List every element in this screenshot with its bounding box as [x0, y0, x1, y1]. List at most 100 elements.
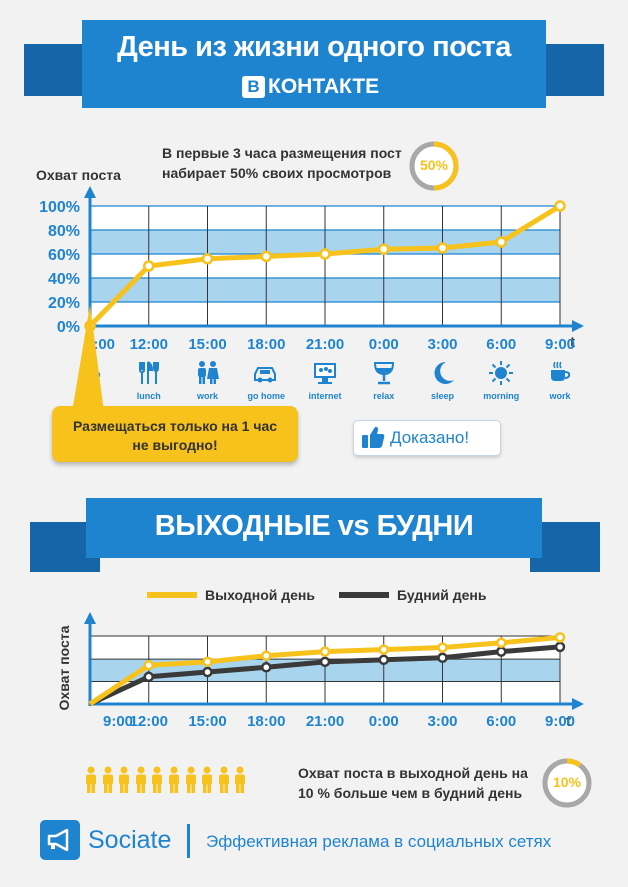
chart1-x-tick: 21:00 — [306, 336, 344, 353]
chart1-x-tick: 3:00 — [427, 336, 457, 353]
bottom-badge-ring — [542, 758, 592, 808]
intro-text-line2: набирает 50% своих просмотров — [162, 165, 392, 181]
callout-pointer — [72, 305, 104, 412]
chart2-x-tick: 3:00 — [427, 713, 457, 730]
chart1-ylabel: Охват поста — [36, 167, 121, 183]
chart1-point — [378, 243, 390, 255]
chart2-x-tick: 0:00 — [369, 713, 399, 730]
chart1-y-tick: 40% — [48, 271, 80, 288]
chart2-weekend-point — [319, 646, 331, 657]
person-icon — [150, 766, 164, 799]
megaphone-icon — [47, 829, 69, 851]
activity-label: work — [549, 391, 571, 401]
vk-logo-icon: В — [242, 76, 265, 98]
vk-logo-letter: В — [247, 77, 260, 96]
chart2-weekday-point — [378, 654, 389, 666]
vk-wordmark: КОНТАКТЕ — [268, 75, 380, 98]
chart2-weekend-point — [378, 644, 389, 655]
chart1-x-arrow — [572, 320, 584, 332]
chart2-weekday-point — [554, 641, 566, 653]
person-icon — [233, 766, 247, 799]
chart2-x-symbol: t — [566, 713, 571, 730]
section2-ribbon — [86, 498, 542, 558]
chart2-weekday-point — [496, 646, 507, 657]
chart2-ylabel: Охват поста — [56, 625, 72, 711]
page-title: День из жизни одного поста — [117, 31, 511, 63]
chart2-weekend-point — [496, 637, 507, 649]
chart2-y-arrow — [84, 612, 96, 624]
proven-button[interactable]: Доказано! — [353, 420, 501, 456]
bottom-badge-value: 10% — [552, 774, 582, 790]
legend-weekend-label: Выходной день — [205, 587, 315, 603]
chart2-weekday-point — [202, 666, 213, 678]
header-ribbon — [82, 20, 546, 108]
intro-badge-value: 50% — [419, 157, 449, 173]
bottom-note-line2: 10 % больше чем в будний день — [298, 785, 523, 801]
person-icon — [217, 766, 231, 799]
chart2-weekday-point — [143, 671, 154, 683]
chart2-weekday-point — [437, 652, 448, 664]
chart2-weekday-point — [261, 662, 272, 673]
chart2-weekend-point — [437, 642, 448, 653]
activity-label: go home — [247, 391, 286, 401]
chart2-x-tick: 21:00 — [306, 713, 344, 730]
person-icon — [134, 766, 148, 799]
monitor-icon — [312, 360, 338, 391]
bottom-note-line1: Охват поста в выходной день на — [298, 765, 528, 781]
proven-button-label: Доказано! — [390, 428, 470, 447]
wine-glass-icon — [371, 360, 397, 391]
chart1-point — [201, 253, 214, 265]
footer-divider — [187, 824, 190, 858]
chart1-y-tick: 20% — [48, 295, 80, 312]
chart2-weekend-point — [261, 650, 272, 661]
people-icon — [195, 360, 221, 391]
person-icon — [117, 766, 131, 799]
chart1-point — [143, 260, 155, 272]
intro-badge-ring — [409, 141, 459, 191]
chart1-x-tick: 6:00 — [486, 336, 516, 353]
chart2-weekend-point — [202, 656, 213, 668]
sun-icon — [488, 360, 514, 391]
callout-box — [52, 406, 298, 462]
chart2-x-tick: 9:00 — [545, 713, 575, 730]
intro-text-line1: В первые 3 часа размещения пост — [162, 145, 402, 161]
chart2-x-arrow — [572, 698, 584, 710]
chart1-x-tick: 15:00 — [188, 336, 226, 353]
activity-label: morning — [483, 391, 520, 401]
chart1-point — [319, 248, 331, 260]
footer-brand[interactable]: Sociate — [88, 826, 172, 854]
legend-weekday-swatch — [339, 592, 389, 598]
chart1-point — [260, 250, 272, 263]
section2-title: ВЫХОДНЫЕ vs БУДНИ — [154, 510, 474, 542]
chart1-y-arrow — [84, 186, 96, 198]
chart1-point — [495, 236, 507, 248]
callout-line2: не выгодно! — [132, 437, 218, 453]
legend-weekend-swatch — [147, 592, 197, 598]
activity-label: relax — [373, 391, 395, 401]
chart1-x-symbol: t — [570, 334, 575, 351]
callout-line1: Размещаться только на 1 час — [72, 418, 278, 434]
activity-label: work — [196, 391, 218, 401]
chart1-x-tick: 12:00 — [130, 336, 168, 353]
chart2-weekend-point — [143, 659, 154, 671]
chart1-y-tick: 0% — [57, 319, 80, 336]
chart1-point — [554, 200, 566, 212]
person-icon — [184, 766, 198, 799]
chart1-y-tick: 60% — [48, 247, 80, 264]
chart2-x-tick: 6:00 — [486, 713, 516, 730]
chart2-x-tick: 15:00 — [188, 713, 226, 730]
sociate-logo[interactable] — [40, 820, 80, 860]
chart1-x-tick: 9:00 — [545, 336, 575, 353]
chart2-weekday-point — [319, 656, 331, 668]
footer-tagline: Эффективная реклама в социальных сетях — [206, 832, 552, 851]
person-icon — [84, 766, 98, 799]
legend-weekday-label: Будний день — [397, 587, 487, 603]
chart1-x-tick: 0:00 — [369, 336, 399, 353]
chart2-x-tick: 9:00 — [103, 713, 133, 730]
car-icon — [253, 360, 279, 391]
chart1-y-tick: 80% — [48, 223, 80, 240]
chart2-x-tick: 18:00 — [247, 713, 285, 730]
activity-label: sleep — [430, 391, 454, 401]
chart2-x-tick: 12:00 — [130, 713, 168, 730]
